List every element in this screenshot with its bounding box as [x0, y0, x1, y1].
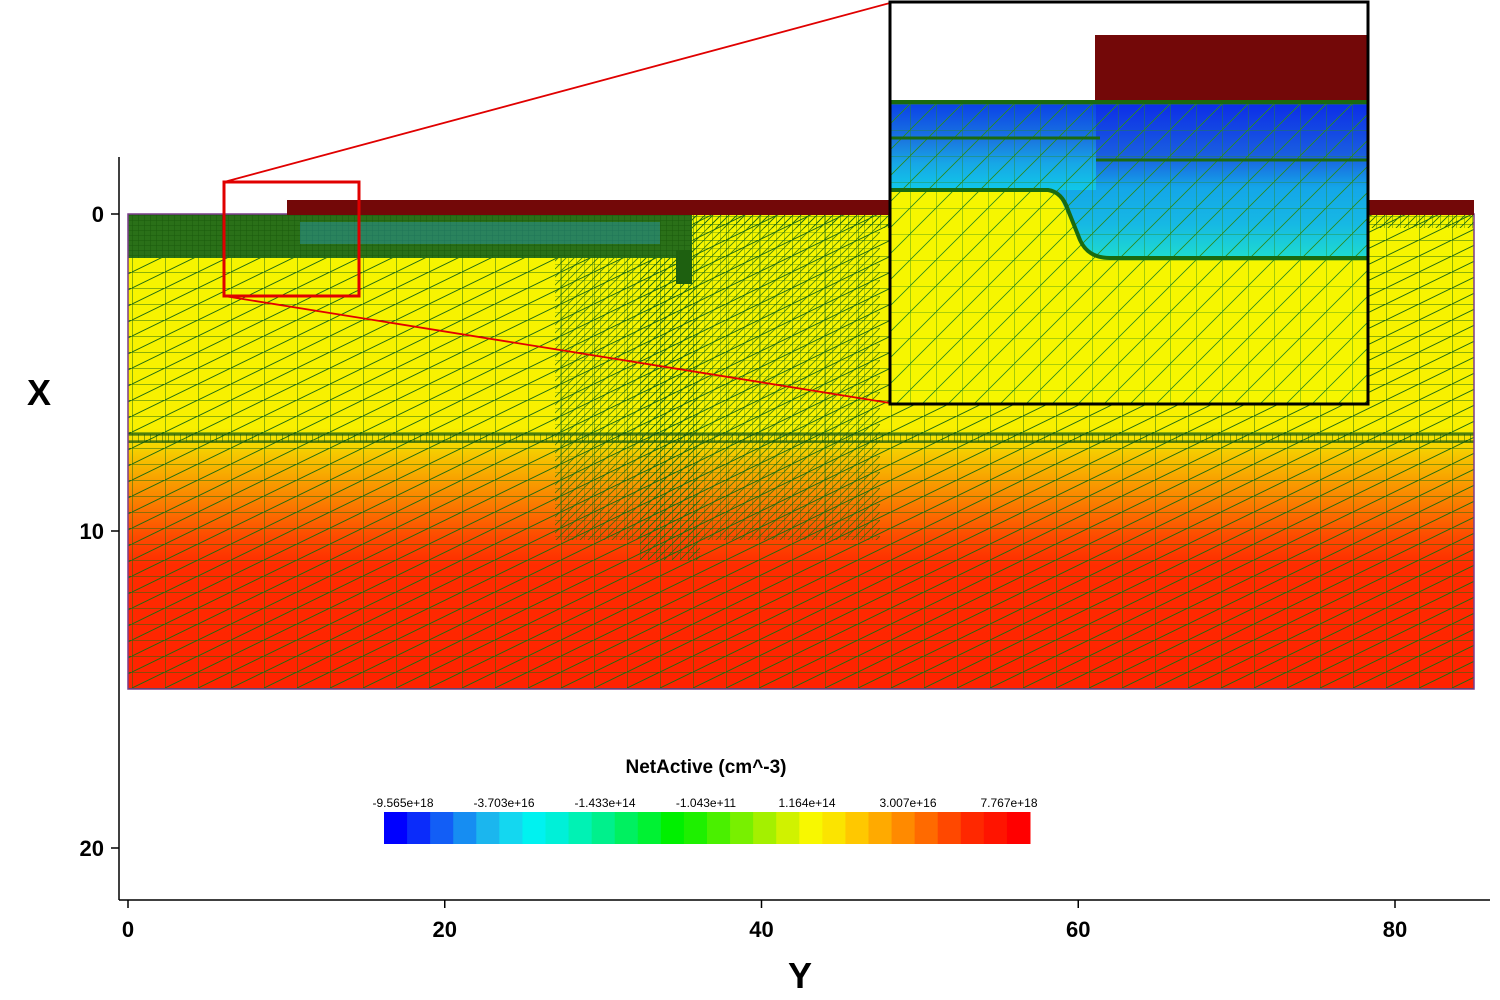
colorbar-tick-label: -1.433e+14: [574, 796, 635, 810]
colorbar-swatch: [822, 812, 846, 844]
colorbar-swatch: [453, 812, 477, 844]
colorbar-swatch: [545, 812, 570, 844]
colorbar-swatch: [730, 812, 754, 844]
colorbar-tick-label: -1.043e+11: [676, 796, 736, 810]
colorbar-tick-label: -9.565e+18: [372, 796, 433, 810]
colorbar-swatch: [407, 812, 431, 844]
mid-depth-mesh-line: [128, 434, 1474, 442]
colorbar-tick-label: 7.767e+18: [980, 796, 1037, 810]
y-tick-label: 40: [749, 917, 773, 942]
colorbar-swatch: [660, 812, 685, 844]
inset-electrode: [1095, 35, 1367, 100]
zoom-leader-line-top: [223, 2, 891, 183]
colorbar: NetActive (cm^-3) -9.565e+18 -3.703e+16 -1…: [372, 757, 1038, 844]
zoom-leader-line-bottom: [223, 295, 891, 404]
inset-mesh: [891, 102, 1367, 403]
y-tick-label: 80: [1383, 917, 1407, 942]
surface-mesh-detail: [128, 214, 692, 258]
x-tick-label: 20: [80, 836, 104, 861]
colorbar-swatch: [868, 812, 893, 844]
colorbar-swatch: [614, 812, 639, 844]
y-axis-title: Y: [788, 955, 812, 996]
colorbar-swatch: [430, 812, 454, 844]
colorbar-title: NetActive (cm^-3): [625, 757, 786, 778]
y-axis-ticks: 0 20 40 60 80: [122, 900, 1407, 942]
x-axis-ticks: 0 10 20: [80, 202, 119, 861]
zoom-inset: [888, 0, 1370, 406]
colorbar-swatch: [960, 812, 985, 844]
implant-finger: [676, 250, 692, 284]
y-tick-label: 60: [1066, 917, 1090, 942]
colorbar-labels: -9.565e+18 -3.703e+16 -1.433e+14 -1.043e+11…: [372, 796, 1037, 810]
colorbar-swatch: [776, 812, 800, 844]
colorbar-swatch: [384, 812, 408, 844]
y-tick-label: 20: [433, 917, 457, 942]
colorbar-tick-label: 3.007e+16: [879, 796, 936, 810]
colorbar-swatch: [522, 812, 546, 844]
zoom-highlight-box: [222, 180, 361, 298]
colorbar-swatch: [683, 812, 708, 844]
colorbar-swatch: [476, 812, 500, 844]
colorbar-swatch: [568, 812, 593, 844]
x-axis-title: X: [27, 372, 51, 413]
colorbar-swatch: [891, 812, 916, 844]
colorbar-swatch: [914, 812, 939, 844]
surface-blue-dots: [300, 222, 660, 244]
y-tick-label: 0: [122, 917, 134, 942]
colorbar-swatch: [937, 812, 962, 844]
colorbar-swatch: [1006, 812, 1031, 844]
colorbar-swatch: [707, 812, 731, 844]
colorbar-swatch: [499, 812, 523, 844]
inset-junction-line: [891, 188, 1367, 260]
refined-mesh-column: [555, 214, 880, 540]
colorbar-tick-label: 1.164e+14: [778, 796, 835, 810]
colorbar-swatches: [384, 812, 1031, 844]
colorbar-swatch: [845, 812, 869, 844]
plot-axes: 0 10 20 0 20 40 60 80 X Y: [27, 157, 1490, 996]
x-tick-label: 0: [92, 202, 104, 227]
colorbar-swatch: [983, 812, 1008, 844]
colorbar-swatch: [637, 812, 662, 844]
colorbar-swatch: [799, 812, 823, 844]
colorbar-tick-label: -3.703e+16: [473, 796, 534, 810]
inset-border: [888, 0, 1370, 406]
x-tick-label: 10: [80, 519, 104, 544]
colorbar-swatch: [753, 812, 777, 844]
colorbar-swatch: [591, 812, 616, 844]
zoom-callout: [222, 2, 891, 404]
